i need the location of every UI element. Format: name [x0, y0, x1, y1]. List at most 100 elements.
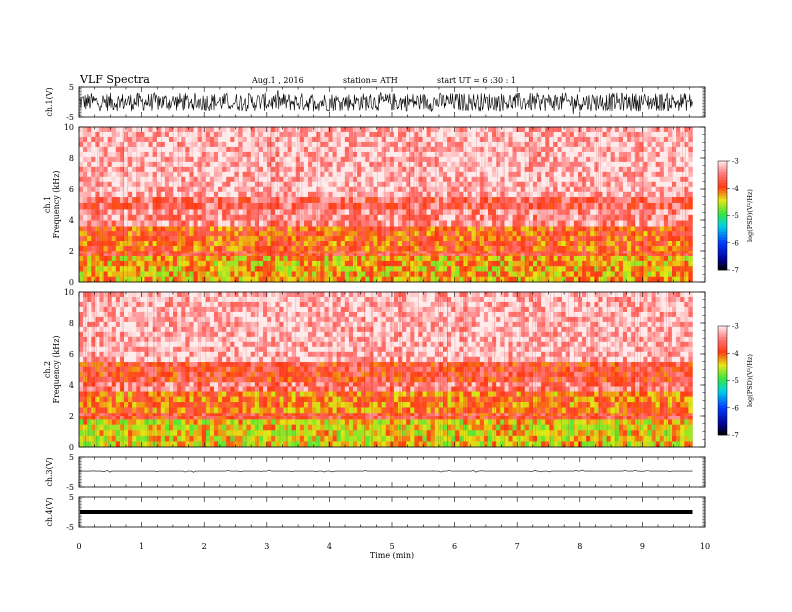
ch1-spectrogram-cell [361, 156, 366, 163]
ch1-spectrogram-cell [234, 255, 239, 262]
ch1-spectrogram-cell [303, 156, 309, 163]
ch1-spectrogram-cell [659, 231, 665, 237]
ch1-spectrogram-cell [267, 255, 272, 262]
ch1-spectrogram-cell [381, 166, 387, 173]
ch1-spectrogram-cell [393, 241, 399, 247]
ch1-spectrogram-cell [230, 253, 235, 256]
ch1-spectrogram-cell [373, 253, 378, 256]
ch1-spectrogram-cell [577, 236, 583, 242]
ch1-spectrogram-colorbar-tick-label: -6 [732, 239, 739, 247]
ch1-spectrogram-cell [663, 156, 669, 163]
ch1-spectrogram-cell [618, 176, 624, 183]
ch1-spectrogram-cell [234, 181, 239, 188]
ch1-spectrogram-cell [389, 253, 395, 256]
ch1-spectrogram-cell [267, 176, 272, 183]
ch1-spectrogram-cell [422, 246, 427, 252]
ch1-spectrogram-cell [659, 186, 665, 193]
ch1-spectrogram-cell [524, 156, 530, 163]
ch1-spectrogram-cell [569, 156, 575, 163]
ch1-spectrogram-cell [136, 171, 141, 178]
ch1-spectrogram-cell [680, 226, 685, 232]
ch1-spectrogram-cell [299, 186, 305, 193]
ch1-spectrogram-cell [389, 166, 395, 173]
ch1-spectrogram-colorbar-segment [718, 188, 727, 192]
ch1-spectrogram-cell [426, 141, 432, 148]
ch1-spectrogram-cell [622, 214, 628, 221]
ch1-spectrogram-cell [447, 171, 452, 178]
ch1-spectrogram-cell [688, 276, 693, 283]
ch1-spectrogram-cell [410, 231, 415, 237]
ch1-spectrogram-cell [471, 136, 477, 143]
ch1-spectrogram-cell [504, 141, 509, 148]
ch1-spectrogram-cell [246, 146, 252, 153]
ch1-spectrogram-cell [655, 241, 661, 247]
ch1-spectrogram-cell [79, 253, 84, 256]
ch1-spectrogram-cell [569, 131, 575, 138]
ch1-spectrogram-cell [463, 196, 468, 204]
ch1-spectrogram-cell [573, 255, 579, 262]
ch1-spectrogram-cell [279, 251, 284, 254]
ch1-spectrogram-cell [483, 146, 489, 153]
ch1-spectrogram-cell [381, 131, 387, 138]
ch1-spectrogram-cell [537, 241, 542, 247]
ch1-spectrogram-cell [173, 271, 178, 278]
ch1-spectrogram-cell [532, 241, 538, 247]
ch1-spectrogram-cell [569, 226, 575, 232]
ch1-spectrogram-cell [254, 202, 260, 210]
ch1-spectrogram-cell [447, 161, 452, 168]
ch1-spectrogram-cell [263, 136, 268, 143]
ch1-spectrogram-cell [328, 241, 333, 247]
ch1-spectrogram-cell [643, 276, 648, 283]
ch1-spectrogram-cell [684, 255, 689, 262]
ch1-spectrogram-cell [557, 202, 562, 210]
ch1-spectrogram-cell [95, 136, 100, 143]
ch1-spectrogram-cell [610, 166, 616, 173]
ch1-spectrogram-cell [414, 166, 419, 173]
ch1-spectrogram-cell [123, 166, 129, 173]
ch1-spectrogram-cell [164, 276, 170, 283]
ch1-spectrogram-cell [140, 241, 145, 247]
ch1-spectrogram-cell [173, 131, 178, 138]
ch1-spectrogram-cell [541, 136, 546, 143]
ch1-spectrogram-cell [438, 161, 444, 168]
ch1-spectrogram-cell [598, 196, 603, 204]
ch1-spectrogram-cell [398, 253, 403, 256]
ch1-spectrogram-cell [287, 209, 292, 216]
ch1-spectrogram-cell [520, 196, 526, 204]
ch1-spectrogram-cell [209, 266, 215, 272]
ch1-spectrogram-cell [267, 202, 272, 210]
ch1-spectrogram-cell [659, 151, 665, 158]
ch1-spectrogram-cell [279, 127, 284, 133]
ch1-spectrogram-cell [684, 141, 689, 148]
ch1-spectrogram-cell [561, 141, 566, 148]
ch1-spectrogram-cell [622, 251, 628, 254]
ch1-spectrogram-cell [520, 146, 526, 153]
ch1-spectrogram-cell [418, 251, 423, 254]
ch1-spectrogram-cell [667, 266, 673, 272]
ch1-spectrogram-cell [463, 271, 468, 278]
ch1-spectrogram-cell [365, 151, 370, 158]
ch1-spectrogram-cell [659, 141, 665, 148]
ch1-spectrogram-cell [128, 171, 133, 178]
ch1-spectrogram-cell [528, 271, 534, 278]
ch1-spectrogram-cell [177, 260, 182, 267]
ch1-spectrogram-cell [250, 241, 256, 247]
ch1-spectrogram-cell [218, 266, 223, 272]
ch1-spectrogram-cell [201, 271, 207, 278]
ch1-spectrogram-cell [95, 214, 100, 221]
ch1-spectrogram-cell [606, 260, 611, 267]
ch1-spectrogram-cell [651, 191, 656, 198]
ch1-spectrogram-cell [128, 151, 133, 158]
ch1-spectrogram-cell [508, 226, 513, 232]
ch1-spectrogram-cell [647, 176, 652, 183]
ch1-spectrogram-cell [205, 176, 211, 183]
ch1-spectrogram-cell [402, 181, 407, 188]
ch1-spectrogram-cell [492, 220, 497, 227]
ch1-spectrogram-cell [79, 176, 84, 183]
ch1-spectrogram-cell [246, 253, 252, 256]
ch1-spectrogram-cell [230, 151, 235, 158]
ch1-spectrogram-cell [532, 131, 538, 138]
ch1-spectrogram-colorbar-segment [718, 199, 727, 203]
ch1-spectrogram-cell [95, 226, 100, 232]
ch1-spectrogram-cell [144, 226, 149, 232]
